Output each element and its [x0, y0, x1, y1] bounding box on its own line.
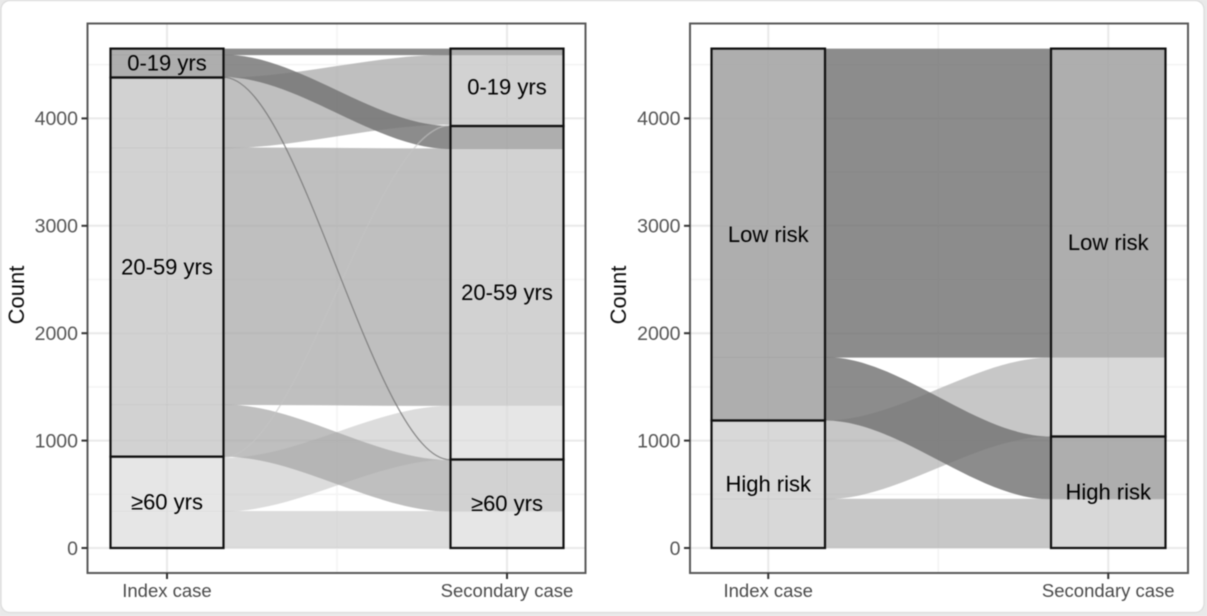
svg-text:0-19 yrs: 0-19 yrs — [467, 75, 546, 100]
svg-text:Secondary case: Secondary case — [1042, 580, 1175, 601]
svg-text:High risk: High risk — [725, 472, 812, 497]
svg-text:Low risk: Low risk — [1068, 230, 1150, 255]
svg-text:Count: Count — [606, 266, 631, 325]
svg-text:3000: 3000 — [637, 216, 681, 238]
svg-text:Index case: Index case — [724, 580, 813, 601]
svg-text:0-19 yrs: 0-19 yrs — [127, 50, 206, 75]
svg-text:≥60 yrs: ≥60 yrs — [471, 491, 543, 516]
svg-text:High risk: High risk — [1065, 480, 1152, 505]
svg-text:1000: 1000 — [637, 430, 681, 452]
svg-text:20-59 yrs: 20-59 yrs — [461, 280, 553, 305]
svg-text:Index case: Index case — [122, 580, 211, 601]
svg-text:1000: 1000 — [35, 430, 79, 452]
svg-text:≥60 yrs: ≥60 yrs — [131, 490, 203, 515]
svg-text:3000: 3000 — [35, 216, 79, 238]
svg-text:4000: 4000 — [637, 108, 681, 130]
svg-text:0: 0 — [67, 538, 78, 560]
svg-text:2000: 2000 — [35, 323, 79, 345]
svg-text:20-59 yrs: 20-59 yrs — [121, 254, 213, 279]
svg-text:Secondary case: Secondary case — [441, 580, 574, 601]
svg-text:Count: Count — [4, 266, 29, 325]
svg-text:2000: 2000 — [637, 323, 681, 345]
svg-text:0: 0 — [670, 538, 681, 560]
svg-text:4000: 4000 — [35, 108, 79, 130]
svg-text:Low risk: Low risk — [728, 222, 810, 247]
